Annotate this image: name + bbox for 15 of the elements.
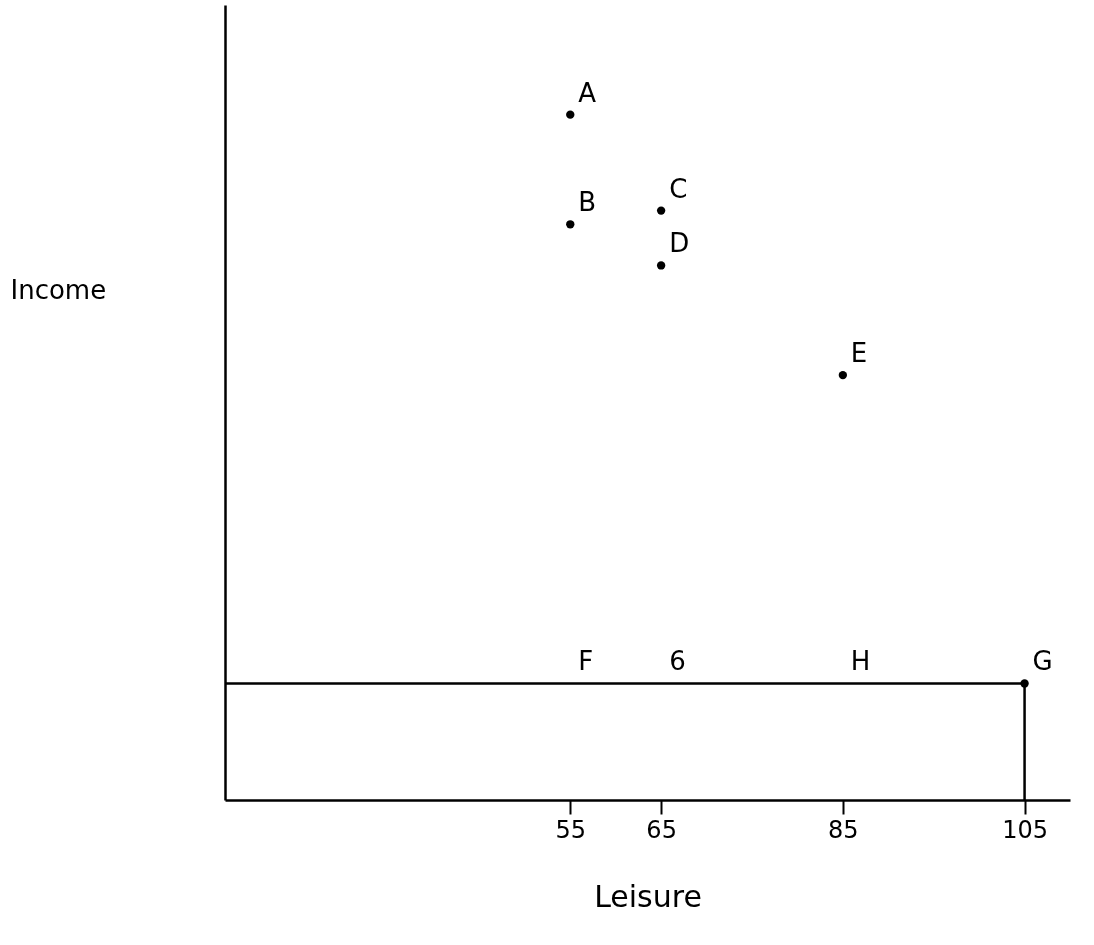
y-axis-title: Income (10, 274, 107, 305)
x-axis-title: Leisure (594, 878, 702, 914)
annotation: A (578, 77, 597, 108)
x-tick-label: 55 (555, 815, 587, 844)
x-tick-label: 105 (1002, 815, 1048, 844)
annotation: F (578, 646, 594, 677)
annotation: H (850, 646, 871, 677)
annotation: B (578, 187, 597, 218)
x-tick-label: 85 (828, 815, 859, 844)
annotation: C (669, 173, 688, 204)
annotation: 6 (669, 646, 686, 677)
annotation: D (669, 228, 690, 259)
annotation: G (1032, 646, 1053, 677)
x-tick-label: 65 (646, 815, 677, 844)
annotation: E (850, 338, 868, 369)
